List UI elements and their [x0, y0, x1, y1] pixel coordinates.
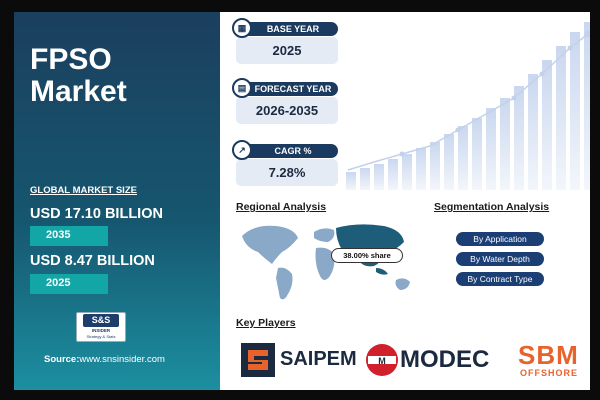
- regional-share-badge: 38.00% share: [331, 248, 403, 263]
- card-cagr-head: ↗ CAGR %: [232, 140, 338, 160]
- chart-icon: ▤: [232, 78, 252, 98]
- card-forecast-year: ▤ FORECAST YEAR 2026-2035: [232, 78, 338, 124]
- card-cagr: ↗ CAGR % 7.28%: [232, 140, 338, 186]
- logo-line1: S&S: [83, 314, 119, 327]
- svg-text:M: M: [378, 356, 386, 366]
- sns-insider-logo: S&S INSIDER Strategy & Stats: [76, 312, 126, 342]
- continents: [242, 225, 410, 300]
- value-2035: USD 17.10 BILLION: [30, 206, 163, 222]
- summary-panel: FPSO Market GLOBAL MARKET SIZE USD 17.10…: [14, 12, 220, 390]
- infographic: FPSO Market GLOBAL MARKET SIZE USD 17.10…: [14, 12, 590, 390]
- card-forecast-year-label: FORECAST YEAR: [254, 84, 332, 94]
- market-size-label: GLOBAL MARKET SIZE: [30, 185, 137, 196]
- card-forecast-year-value: 2026-2035: [236, 97, 338, 124]
- saipem-logo-mark: [241, 343, 275, 377]
- trend-points: [399, 30, 590, 157]
- modec-logo-mark: M: [366, 344, 398, 376]
- market-title-text: FPSO Market: [30, 43, 127, 108]
- source-label: Source:: [44, 354, 80, 365]
- regional-analysis-title: Regional Analysis: [236, 201, 327, 213]
- modec-wordmark: MODEC: [400, 346, 490, 373]
- logo-line3: Strategy & Stats: [86, 334, 116, 339]
- card-base-year-head: ▦ BASE YEAR: [232, 18, 338, 38]
- saipem-wordmark: SAIPEM: [280, 348, 357, 370]
- segmentation-title: Segmentation Analysis: [434, 201, 550, 213]
- year-2035-badge: 2035: [30, 226, 108, 246]
- segment-by-application[interactable]: By Application: [456, 232, 544, 246]
- growth-bars-graphic: [346, 22, 590, 190]
- value-2025: USD 8.47 BILLION: [30, 253, 155, 269]
- sbm-offshore-subtext: OFFSHORE: [520, 368, 579, 378]
- growth-icon: ↗: [232, 140, 252, 160]
- source-url[interactable]: www.snsinsider.com: [79, 354, 165, 365]
- world-map: [242, 224, 410, 300]
- card-base-year: ▦ BASE YEAR 2025: [232, 18, 338, 64]
- card-forecast-year-head: ▤ FORECAST YEAR: [232, 78, 338, 98]
- segment-by-water-depth[interactable]: By Water Depth: [456, 252, 544, 266]
- year-2025-badge: 2025: [30, 274, 108, 294]
- source-line: Source:www.snsinsider.com: [44, 354, 165, 365]
- card-base-year-value: 2025: [236, 37, 338, 64]
- card-base-year-label: BASE YEAR: [266, 24, 320, 34]
- market-title: FPSO Market: [30, 44, 150, 108]
- logo-line2: INSIDER: [91, 328, 111, 333]
- card-cagr-value: 7.28%: [236, 159, 338, 186]
- calendar-icon: ▦: [232, 18, 252, 38]
- segment-by-contract-type[interactable]: By Contract Type: [456, 272, 544, 286]
- trend-line: [347, 33, 589, 171]
- bars: [346, 22, 590, 190]
- card-cagr-label: CAGR %: [274, 146, 312, 156]
- key-players-title: Key Players: [236, 317, 296, 329]
- sbm-wordmark: SBM: [518, 340, 579, 370]
